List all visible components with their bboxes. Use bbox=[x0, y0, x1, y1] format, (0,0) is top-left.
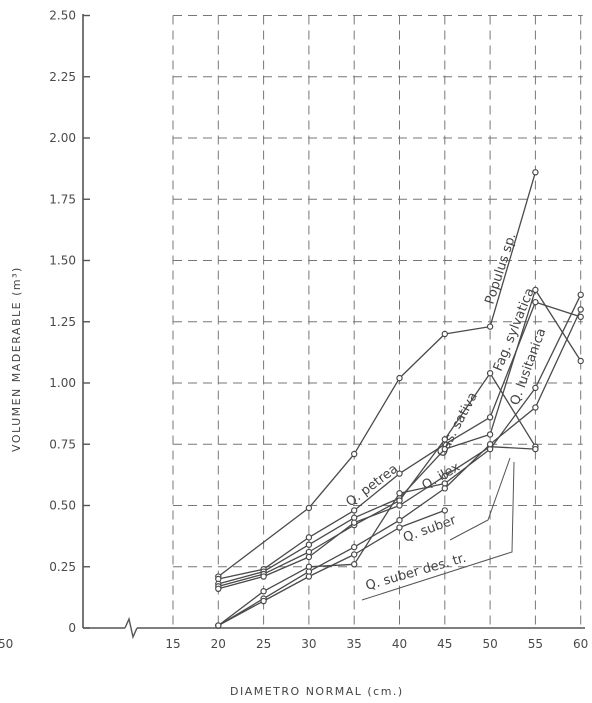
data-point bbox=[305, 534, 313, 541]
leader-line-q-suber bbox=[449, 457, 511, 541]
data-point bbox=[441, 436, 448, 443]
labels-layer: Populus sp. Fag. sylvatica Q. lusitanica… bbox=[343, 231, 549, 601]
leader-line-q-suber-des-tr bbox=[361, 461, 515, 601]
data-point bbox=[215, 622, 222, 629]
data-point bbox=[532, 404, 539, 411]
x-tick-label: 30 bbox=[301, 637, 316, 651]
y-tick-label: 0.25 bbox=[49, 560, 76, 574]
series-label-q-suber: Q. suber bbox=[401, 513, 459, 546]
data-point bbox=[486, 323, 494, 330]
data-point bbox=[396, 524, 403, 531]
y-tick-label: 2.00 bbox=[49, 131, 76, 145]
x-tick-label: 25 bbox=[256, 637, 271, 651]
series-layer bbox=[215, 169, 584, 629]
data-point bbox=[577, 313, 584, 321]
x-tick-label: 50 bbox=[482, 637, 497, 651]
x-tick-label: 40 bbox=[392, 637, 407, 651]
y-tick-label: 0 bbox=[68, 621, 76, 635]
data-point bbox=[260, 573, 267, 580]
data-point bbox=[305, 504, 313, 512]
y-tick-label: 1.50 bbox=[49, 254, 76, 268]
data-point bbox=[351, 543, 358, 551]
data-point bbox=[260, 588, 267, 595]
series-label-q-suber-des-tr: Q. suber des. tr. bbox=[364, 551, 468, 594]
x-tick-label: 35 bbox=[347, 637, 362, 651]
data-point bbox=[351, 507, 358, 514]
series-label-populus: Populus sp. bbox=[483, 231, 520, 306]
data-point bbox=[351, 551, 358, 558]
y-axis-title: VOLUMEN MADERABLE (m³) bbox=[10, 266, 23, 452]
y-tick-label: 0.50 bbox=[49, 499, 76, 513]
data-point bbox=[305, 541, 313, 548]
axis-break-icon bbox=[124, 616, 138, 640]
data-point bbox=[396, 490, 403, 497]
data-point bbox=[351, 450, 358, 458]
left-edge-tick-label: 50 bbox=[0, 637, 13, 651]
y-tick-label: 2.25 bbox=[49, 70, 76, 84]
data-point bbox=[441, 507, 448, 514]
data-point bbox=[532, 384, 539, 392]
x-tick-label: 15 bbox=[165, 637, 180, 651]
data-point bbox=[441, 485, 448, 492]
y-tick-label: 0.75 bbox=[49, 437, 76, 451]
x-tick-label: 55 bbox=[528, 637, 543, 651]
data-point bbox=[215, 585, 222, 593]
series-label-q-petrea: Q. petrea bbox=[343, 462, 401, 511]
data-point bbox=[396, 374, 403, 382]
data-point bbox=[396, 502, 403, 509]
data-point bbox=[305, 573, 313, 580]
x-tick-label: 45 bbox=[437, 637, 452, 651]
ticks-layer: 0 0.25 0.50 0.75 1.00 1.25 1.50 1.75 2.00 2.25 2.5… bbox=[49, 9, 588, 652]
data-point bbox=[486, 414, 494, 421]
y-tick-label: 1.75 bbox=[49, 192, 76, 206]
data-point bbox=[351, 561, 358, 568]
data-point bbox=[532, 286, 539, 294]
data-point bbox=[486, 431, 494, 438]
data-point bbox=[441, 330, 448, 338]
data-point bbox=[486, 370, 494, 377]
x-tick-label: 60 bbox=[573, 637, 588, 651]
x-axis-title: DIAMETRO NORMAL (cm.) bbox=[230, 685, 404, 698]
data-point bbox=[486, 441, 494, 448]
y-tick-label: 1.25 bbox=[49, 315, 76, 329]
data-point bbox=[441, 445, 448, 453]
data-point bbox=[532, 169, 539, 176]
data-point bbox=[396, 517, 403, 524]
data-point bbox=[532, 445, 539, 453]
data-point bbox=[441, 472, 448, 480]
data-point bbox=[577, 306, 584, 313]
series-label-cas-sativa: Cas. sativa bbox=[434, 390, 481, 460]
grid-layer bbox=[172, 15, 583, 628]
data-point bbox=[351, 519, 358, 526]
data-point bbox=[532, 298, 539, 306]
series-line-7 bbox=[217, 509, 446, 627]
data-point bbox=[396, 470, 403, 477]
series-line-3 bbox=[218, 372, 536, 588]
data-point bbox=[305, 553, 313, 561]
x-tick-label: 20 bbox=[211, 637, 226, 651]
y-tick-label: 1.00 bbox=[49, 376, 76, 390]
y-tick-label: 2.50 bbox=[49, 9, 76, 23]
data-point bbox=[260, 597, 267, 605]
data-point bbox=[577, 357, 584, 365]
data-point bbox=[577, 291, 584, 298]
